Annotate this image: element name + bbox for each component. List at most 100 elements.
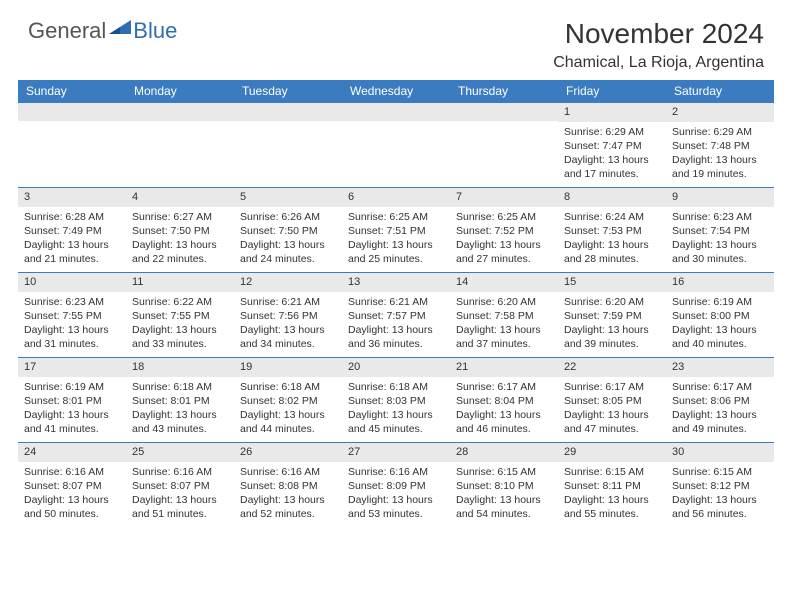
day-cell: 12Sunrise: 6:21 AMSunset: 7:56 PMDayligh… — [234, 273, 342, 357]
day-daylight1: Daylight: 13 hours — [240, 493, 336, 507]
day-sunset: Sunset: 7:55 PM — [24, 309, 120, 323]
day-daylight1: Daylight: 13 hours — [456, 408, 552, 422]
day-number: 21 — [450, 358, 558, 377]
day-number: 24 — [18, 443, 126, 462]
day-daylight1: Daylight: 13 hours — [240, 408, 336, 422]
day-daylight1: Daylight: 13 hours — [240, 238, 336, 252]
day-body: Sunrise: 6:16 AMSunset: 8:07 PMDaylight:… — [18, 462, 126, 526]
day-number: 17 — [18, 358, 126, 377]
day-sunrise: Sunrise: 6:15 AM — [564, 465, 660, 479]
day-sunset: Sunset: 7:55 PM — [132, 309, 228, 323]
day-cell: 24Sunrise: 6:16 AMSunset: 8:07 PMDayligh… — [18, 443, 126, 527]
day-sunset: Sunset: 8:04 PM — [456, 394, 552, 408]
day-cell — [450, 103, 558, 187]
weekday-header: Thursday — [450, 80, 558, 102]
day-sunrise: Sunrise: 6:26 AM — [240, 210, 336, 224]
day-sunrise: Sunrise: 6:18 AM — [348, 380, 444, 394]
day-number: 16 — [666, 273, 774, 292]
day-number: 13 — [342, 273, 450, 292]
day-body: Sunrise: 6:24 AMSunset: 7:53 PMDaylight:… — [558, 207, 666, 271]
day-body: Sunrise: 6:17 AMSunset: 8:04 PMDaylight:… — [450, 377, 558, 441]
day-cell — [126, 103, 234, 187]
weekday-header-row: Sunday Monday Tuesday Wednesday Thursday… — [18, 80, 774, 102]
day-sunrise: Sunrise: 6:18 AM — [240, 380, 336, 394]
day-sunrise: Sunrise: 6:25 AM — [456, 210, 552, 224]
day-number: 7 — [450, 188, 558, 207]
day-daylight1: Daylight: 13 hours — [348, 238, 444, 252]
weekday-header: Tuesday — [234, 80, 342, 102]
day-daylight1: Daylight: 13 hours — [132, 323, 228, 337]
day-sunset: Sunset: 8:05 PM — [564, 394, 660, 408]
day-sunset: Sunset: 7:52 PM — [456, 224, 552, 238]
title-block: November 2024 Chamical, La Rioja, Argent… — [553, 18, 764, 72]
day-body: Sunrise: 6:16 AMSunset: 8:09 PMDaylight:… — [342, 462, 450, 526]
day-daylight2: and 33 minutes. — [132, 337, 228, 351]
day-cell: 5Sunrise: 6:26 AMSunset: 7:50 PMDaylight… — [234, 188, 342, 272]
day-number: 19 — [234, 358, 342, 377]
day-body: Sunrise: 6:18 AMSunset: 8:03 PMDaylight:… — [342, 377, 450, 441]
day-daylight1: Daylight: 13 hours — [348, 408, 444, 422]
day-sunrise: Sunrise: 6:22 AM — [132, 295, 228, 309]
day-cell: 29Sunrise: 6:15 AMSunset: 8:11 PMDayligh… — [558, 443, 666, 527]
day-sunset: Sunset: 8:01 PM — [132, 394, 228, 408]
day-sunset: Sunset: 7:47 PM — [564, 139, 660, 153]
day-daylight2: and 22 minutes. — [132, 252, 228, 266]
day-daylight2: and 52 minutes. — [240, 507, 336, 521]
day-sunset: Sunset: 7:58 PM — [456, 309, 552, 323]
day-sunset: Sunset: 7:48 PM — [672, 139, 768, 153]
day-sunset: Sunset: 7:51 PM — [348, 224, 444, 238]
day-cell: 26Sunrise: 6:16 AMSunset: 8:08 PMDayligh… — [234, 443, 342, 527]
day-daylight2: and 55 minutes. — [564, 507, 660, 521]
week-row: 3Sunrise: 6:28 AMSunset: 7:49 PMDaylight… — [18, 187, 774, 272]
weekday-header: Wednesday — [342, 80, 450, 102]
weekday-header: Sunday — [18, 80, 126, 102]
day-sunrise: Sunrise: 6:21 AM — [348, 295, 444, 309]
day-cell — [234, 103, 342, 187]
day-sunset: Sunset: 8:08 PM — [240, 479, 336, 493]
day-daylight2: and 39 minutes. — [564, 337, 660, 351]
day-sunrise: Sunrise: 6:23 AM — [24, 295, 120, 309]
day-sunrise: Sunrise: 6:25 AM — [348, 210, 444, 224]
day-daylight1: Daylight: 13 hours — [456, 323, 552, 337]
day-sunset: Sunset: 8:10 PM — [456, 479, 552, 493]
day-sunset: Sunset: 8:01 PM — [24, 394, 120, 408]
day-daylight1: Daylight: 13 hours — [564, 238, 660, 252]
day-daylight1: Daylight: 13 hours — [564, 493, 660, 507]
day-daylight1: Daylight: 13 hours — [672, 323, 768, 337]
calendar-grid: Sunday Monday Tuesday Wednesday Thursday… — [0, 80, 792, 527]
day-cell: 14Sunrise: 6:20 AMSunset: 7:58 PMDayligh… — [450, 273, 558, 357]
day-number: 23 — [666, 358, 774, 377]
day-cell: 6Sunrise: 6:25 AMSunset: 7:51 PMDaylight… — [342, 188, 450, 272]
day-daylight2: and 44 minutes. — [240, 422, 336, 436]
day-number: 15 — [558, 273, 666, 292]
day-daylight1: Daylight: 13 hours — [564, 408, 660, 422]
day-daylight2: and 34 minutes. — [240, 337, 336, 351]
day-sunrise: Sunrise: 6:24 AM — [564, 210, 660, 224]
day-sunrise: Sunrise: 6:29 AM — [672, 125, 768, 139]
day-daylight1: Daylight: 13 hours — [24, 408, 120, 422]
day-sunset: Sunset: 7:54 PM — [672, 224, 768, 238]
day-sunrise: Sunrise: 6:19 AM — [24, 380, 120, 394]
brand-logo: General Blue — [28, 18, 177, 44]
day-number: 14 — [450, 273, 558, 292]
day-sunrise: Sunrise: 6:19 AM — [672, 295, 768, 309]
day-body: Sunrise: 6:20 AMSunset: 7:59 PMDaylight:… — [558, 292, 666, 356]
day-daylight1: Daylight: 13 hours — [240, 323, 336, 337]
day-cell: 30Sunrise: 6:15 AMSunset: 8:12 PMDayligh… — [666, 443, 774, 527]
day-daylight1: Daylight: 13 hours — [672, 153, 768, 167]
day-sunset: Sunset: 7:57 PM — [348, 309, 444, 323]
day-daylight2: and 27 minutes. — [456, 252, 552, 266]
day-number: 3 — [18, 188, 126, 207]
day-sunrise: Sunrise: 6:15 AM — [456, 465, 552, 479]
day-cell: 2 Sunrise: 6:29 AMSunset: 7:48 PMDaylight… — [666, 103, 774, 187]
day-daylight2: and 50 minutes. — [24, 507, 120, 521]
brand-text-blue: Blue — [133, 18, 177, 44]
day-sunset: Sunset: 8:03 PM — [348, 394, 444, 408]
day-daylight1: Daylight: 13 hours — [132, 408, 228, 422]
day-number: 5 — [234, 188, 342, 207]
day-cell: 7Sunrise: 6:25 AMSunset: 7:52 PMDaylight… — [450, 188, 558, 272]
day-number: 2 — [666, 103, 774, 122]
day-body: Sunrise: 6:15 AMSunset: 8:11 PMDaylight:… — [558, 462, 666, 526]
day-cell: 19Sunrise: 6:18 AMSunset: 8:02 PMDayligh… — [234, 358, 342, 442]
day-body: Sunrise: 6:18 AMSunset: 8:02 PMDaylight:… — [234, 377, 342, 441]
